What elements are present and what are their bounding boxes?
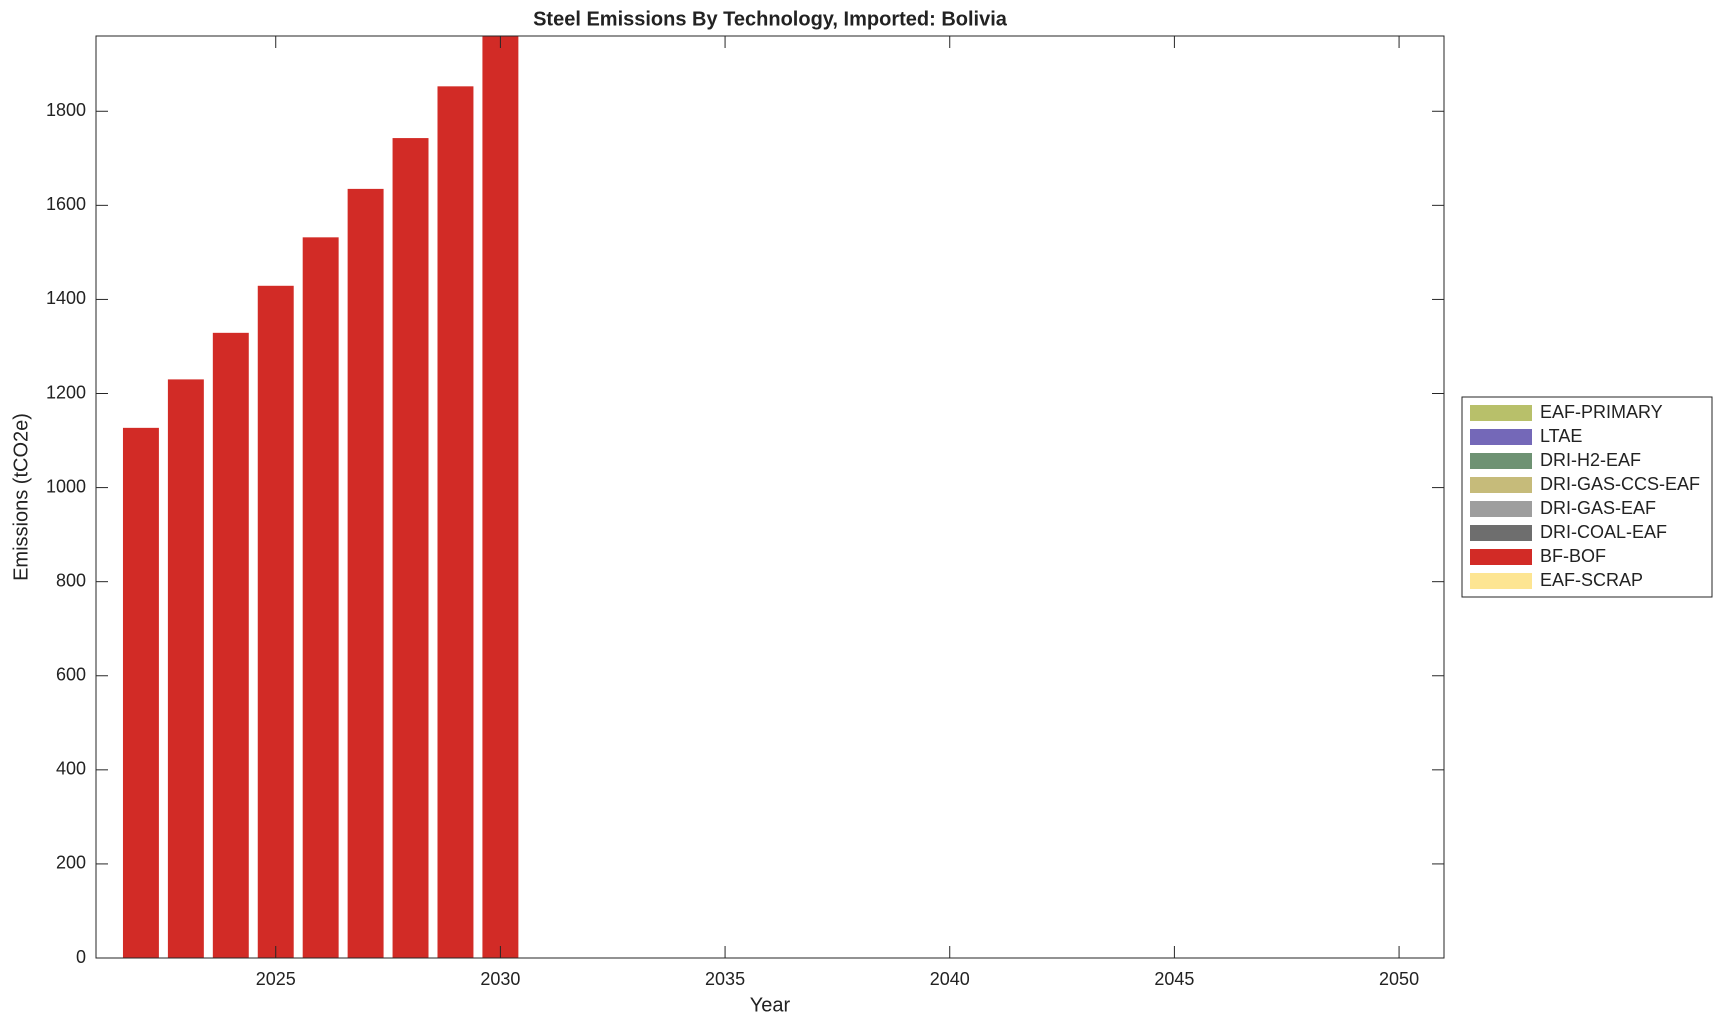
bar-segment xyxy=(302,237,339,958)
y-tick-label: 1200 xyxy=(46,382,86,402)
legend-swatch xyxy=(1470,573,1532,589)
x-tick-label: 2035 xyxy=(705,969,745,989)
legend-label: BF-BOF xyxy=(1540,546,1606,566)
x-tick-label: 2030 xyxy=(480,969,520,989)
y-tick-label: 600 xyxy=(56,665,86,685)
legend-swatch xyxy=(1470,429,1532,445)
legend-swatch xyxy=(1470,405,1532,421)
x-axis-label: Year xyxy=(750,994,791,1016)
bar-segment xyxy=(167,379,204,958)
legend-swatch xyxy=(1470,549,1532,565)
plot-frame xyxy=(95,35,1445,959)
x-tick-label: 2040 xyxy=(930,969,970,989)
legend-label: DRI-COAL-EAF xyxy=(1540,522,1667,542)
legend-label: DRI-GAS-CCS-EAF xyxy=(1540,474,1700,494)
legend-swatch xyxy=(1470,525,1532,541)
x-tick-label: 2045 xyxy=(1154,969,1194,989)
legend-swatch xyxy=(1470,501,1532,517)
x-tick-label: 2050 xyxy=(1379,969,1419,989)
chart-title: Steel Emissions By Technology, Imported:… xyxy=(533,8,1008,30)
y-tick-label: 800 xyxy=(56,570,86,590)
y-axis-label: Emissions (tCO2e) xyxy=(10,413,32,581)
bar-segment xyxy=(482,36,519,958)
bar-segment xyxy=(392,138,429,959)
y-tick-label: 0 xyxy=(76,947,86,967)
bar-segment xyxy=(212,332,249,959)
legend-label: EAF-SCRAP xyxy=(1540,570,1643,590)
legend-label: LTAE xyxy=(1540,426,1582,446)
bar-segment xyxy=(437,86,474,958)
bar-segment xyxy=(347,188,384,958)
y-tick-label: 200 xyxy=(56,853,86,873)
legend-swatch xyxy=(1470,477,1532,493)
y-tick-label: 1800 xyxy=(46,100,86,120)
bar-segment xyxy=(122,427,159,959)
legend-label: DRI-GAS-EAF xyxy=(1540,498,1656,518)
bar-segment xyxy=(257,285,294,958)
y-tick-label: 1400 xyxy=(46,288,86,308)
legend-swatch xyxy=(1470,453,1532,469)
legend-label: EAF-PRIMARY xyxy=(1540,402,1663,422)
x-tick-label: 2025 xyxy=(256,969,296,989)
y-tick-label: 400 xyxy=(56,759,86,779)
legend-label: DRI-H2-EAF xyxy=(1540,450,1641,470)
y-tick-label: 1600 xyxy=(46,194,86,214)
y-tick-label: 1000 xyxy=(46,476,86,496)
